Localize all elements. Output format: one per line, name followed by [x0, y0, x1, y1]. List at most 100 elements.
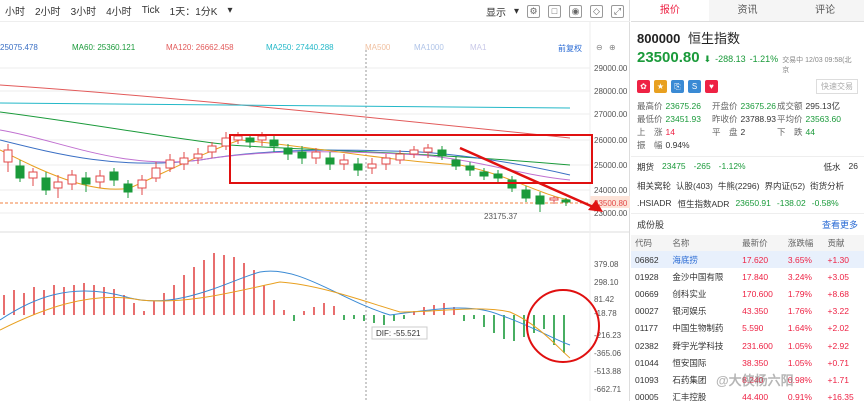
candle [137, 179, 147, 189]
square-icon[interactable]: □ [548, 5, 561, 18]
chevron-down-icon[interactable]: ▾ [227, 5, 233, 16]
futures-row[interactable]: 期货 23475 -265 -1.12% 低水 26 [631, 157, 864, 177]
table-row[interactable]: 06862 海底捞 17.620 3.65% +1.30 [631, 251, 864, 269]
chevron-down-icon[interactable]: ▾ [513, 6, 519, 17]
current-price-tag [590, 196, 630, 208]
link-icon[interactable]: ⎘ [671, 80, 684, 93]
tab-comments[interactable]: 评论 [815, 5, 836, 16]
constituents-table: 代码 名称 最新价 涨跌幅 贡献 06862 海底捞 17.620 3.65% +1.30 019… [631, 235, 864, 406]
candle [179, 157, 189, 165]
table-cell: +0.71 [827, 357, 849, 368]
dea-line [0, 281, 571, 359]
table-cell: 17.840 [742, 271, 769, 282]
column-header[interactable]: 最新价 [738, 235, 784, 251]
macd-tick: -662.71 [594, 385, 622, 394]
s-icon[interactable]: S [688, 80, 701, 93]
table-row[interactable]: 00027 银河娱乐 43.350 1.76% +3.22 [631, 303, 864, 320]
tf-4h[interactable]: 4小时 [106, 7, 132, 18]
trading-time: 交易中 12/03 09:58(北京 [782, 57, 852, 74]
futures-change: -265 [693, 161, 711, 171]
watermark: @大侠杨六阳 [716, 373, 794, 388]
candle [95, 175, 105, 183]
heart-icon[interactable]: ♥ [705, 80, 718, 93]
camera-icon[interactable]: ◉ [569, 5, 582, 18]
ma120-value: MA120: 26662.458 [166, 43, 234, 52]
table-cell: 44.400 [742, 392, 769, 403]
candle [561, 199, 571, 203]
related-inline[interactable]: 界内证(52) [764, 181, 806, 191]
gear-icon[interactable]: ⚙ [527, 5, 540, 18]
tf-tick[interactable]: Tick [141, 5, 160, 16]
table-row[interactable]: 01093 石药集团 8.240 0.98% +1.71 [631, 371, 864, 388]
table-row[interactable]: 00005 汇丰控股 44.400 0.91% +16.35 [631, 389, 864, 406]
price-tick: 26000.00 [594, 136, 628, 145]
related-cbbc[interactable]: 牛熊(2296) [717, 181, 760, 191]
related-call[interactable]: 认股(403) [676, 181, 713, 191]
column-header[interactable]: 代码 [631, 235, 669, 251]
quote-value: 23563.60 [805, 114, 841, 124]
plus-icon[interactable]: ⊕ [609, 43, 616, 52]
candle [311, 151, 321, 159]
table-row[interactable]: 01044 恒安国际 38.350 1.05% +0.71 [631, 354, 864, 371]
table-cell: +1.71 [827, 374, 849, 385]
kline-chart[interactable]: 23175.37 29000.00 28000.00 27000.00 26000.0… [0, 0, 630, 401]
price-tick: 24000.00 [594, 186, 628, 195]
adr-row[interactable]: .HSIADR 恒生指数ADR 23650.91 -138.02 -0.58% [631, 195, 864, 213]
quote-label: 最高价 [637, 101, 663, 111]
ma250-value: MA250: 27440.288 [266, 43, 334, 52]
constituents-title: 成份股 [637, 220, 665, 230]
quick-trade-input[interactable]: 快速交易 [816, 79, 858, 94]
chart-grid [0, 22, 630, 401]
related-label: 相关窝轮 [637, 181, 672, 191]
eraser-icon[interactable]: ◇ [590, 5, 603, 18]
table-row[interactable]: 02382 舜宇光学科技 231.600 1.05% +2.92 [631, 337, 864, 354]
price-tick: 27000.00 [594, 110, 628, 119]
table-cell: 3.24% [787, 271, 812, 282]
column-header[interactable]: 涨跌幅 [783, 235, 824, 251]
table-cell: 8.240 [742, 374, 764, 385]
candle [109, 171, 119, 181]
expand-icon[interactable]: ⤢ [611, 5, 624, 18]
price-tick: 29000.00 [594, 64, 628, 73]
table-row[interactable]: 00669 创科实业 170.600 1.79% +8.68 [631, 285, 864, 302]
tf-2h[interactable]: 2小时 [35, 7, 61, 18]
column-header[interactable]: 贡献 [823, 235, 864, 251]
tf-3h[interactable]: 3小时 [70, 7, 97, 18]
candle [221, 137, 231, 147]
candle [409, 149, 419, 155]
view-more-link[interactable]: 查看更多 [821, 220, 858, 230]
tab-news[interactable]: 资讯 [737, 5, 758, 16]
table-row[interactable]: 01928 金沙中国有限 17.840 3.24% +3.05 [631, 268, 864, 285]
related-street[interactable]: 街货分析 [810, 181, 845, 191]
highlight-rectangle [229, 134, 593, 184]
quote-value: 14 [665, 127, 675, 137]
star-icon[interactable]: ★ [654, 80, 667, 93]
quote-label: 最低价 [637, 114, 663, 124]
display-button[interactable]: 显示 [485, 8, 506, 19]
table-cell: +1.30 [827, 254, 849, 265]
adr-pct: -0.58% [811, 198, 839, 208]
quote-cell [777, 139, 857, 151]
minus-icon[interactable]: ⊖ [596, 43, 603, 52]
price-axis: 29000.00 28000.00 27000.00 26000.00 25000.00… [594, 64, 628, 218]
tf-day-select[interactable]: 1天：1分K [169, 7, 218, 18]
ma60-value: MA60: 25360.121 [72, 43, 136, 52]
candle [233, 135, 243, 141]
column-header[interactable]: 名称 [668, 235, 739, 251]
table-row[interactable]: 01177 中国生物制药 5.590 1.64% +2.02 [631, 320, 864, 337]
table-cell: 金沙中国有限 [672, 271, 724, 282]
table-cell: +2.02 [827, 323, 849, 334]
candle [15, 165, 25, 179]
table-cell: 汇丰控股 [672, 392, 707, 403]
tf-1h[interactable]: 小时 [5, 7, 25, 18]
quote-label: 平均价 [777, 114, 803, 124]
table-header: 代码 名称 最新价 涨跌幅 贡献 [631, 235, 864, 251]
ma-line-1 [0, 139, 571, 176]
quote-cell [712, 139, 777, 151]
adjust-mode[interactable]: 前复权 [558, 44, 582, 53]
table-cell: 3.65% [787, 254, 812, 265]
ma60-line [0, 111, 571, 166]
tab-quote[interactable]: 报价 [631, 0, 709, 21]
related-warrants: 相关窝轮 认股(403) 牛熊(2296) 界内证(52) 街货分析 [631, 177, 864, 195]
price-tick: 23500.80 [594, 199, 628, 208]
